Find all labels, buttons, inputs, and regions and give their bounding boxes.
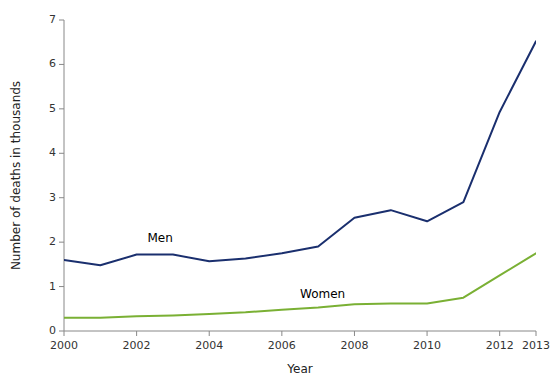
- x-tick: [209, 331, 210, 336]
- x-axis-line: [64, 331, 536, 332]
- x-tick: [136, 331, 137, 336]
- x-axis-label: Year: [286, 362, 312, 376]
- series-line: [64, 253, 536, 317]
- x-tick-label: 2013: [522, 339, 550, 352]
- y-tick: [59, 331, 64, 332]
- plot-area: [64, 41, 536, 317]
- x-tick-label: 2000: [50, 339, 78, 352]
- y-tick-label: 1: [49, 280, 56, 293]
- line-label: Women: [300, 287, 345, 301]
- y-tick-label: 2: [49, 235, 56, 248]
- x-tick-label: 2002: [123, 339, 151, 352]
- x-tick-label: 2006: [268, 339, 296, 352]
- series-line: [64, 41, 536, 265]
- x-tick-label: 2010: [413, 339, 441, 352]
- y-tick-label: 4: [49, 146, 56, 159]
- y-tick-label: 3: [49, 191, 56, 204]
- y-tick: [59, 20, 64, 21]
- y-tick: [59, 242, 64, 243]
- y-tick: [59, 197, 64, 198]
- x-tick-label: 2008: [340, 339, 368, 352]
- y-tick: [59, 64, 64, 65]
- x-tick-label: 2012: [486, 339, 514, 352]
- y-tick-label: 0: [49, 324, 56, 337]
- y-tick-label: 7: [49, 13, 56, 26]
- y-tick: [59, 286, 64, 287]
- x-tick: [499, 331, 500, 336]
- y-tick: [59, 108, 64, 109]
- x-tick: [427, 331, 428, 336]
- x-tick: [354, 331, 355, 336]
- y-tick: [59, 153, 64, 154]
- x-tick: [281, 331, 282, 336]
- y-tick-label: 6: [49, 57, 56, 70]
- y-axis-line: [64, 20, 65, 331]
- line-label: Men: [148, 231, 173, 245]
- x-tick: [64, 331, 65, 336]
- x-tick-label: 2004: [195, 339, 223, 352]
- y-axis-label: Number of deaths in thousands: [9, 81, 23, 270]
- chart: 0 1 2 3 4 5 6 7 2000 2002 2004 2006 2008 2010 2012 2013…: [0, 0, 560, 383]
- x-tick: [536, 331, 537, 336]
- y-tick-label: 5: [49, 102, 56, 115]
